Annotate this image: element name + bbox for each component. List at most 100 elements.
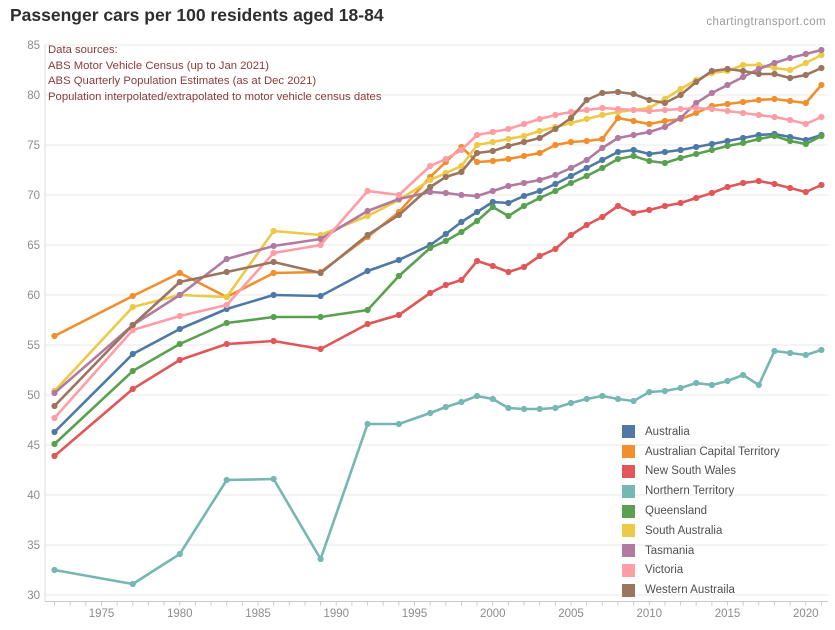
data-point[interactable] <box>317 555 324 563</box>
data-point[interactable] <box>583 137 590 145</box>
data-point[interactable] <box>427 183 434 191</box>
data-point[interactable] <box>818 64 825 72</box>
data-point[interactable] <box>474 208 481 216</box>
data-point[interactable] <box>552 404 559 412</box>
data-point[interactable] <box>802 99 809 107</box>
data-point[interactable] <box>646 150 653 158</box>
data-point[interactable] <box>176 312 183 320</box>
data-point[interactable] <box>740 67 747 75</box>
data-point[interactable] <box>489 198 496 206</box>
data-point[interactable] <box>787 137 794 145</box>
data-point[interactable] <box>646 128 653 136</box>
data-point[interactable] <box>677 199 684 207</box>
data-point[interactable] <box>802 351 809 359</box>
data-point[interactable] <box>489 138 496 146</box>
data-point[interactable] <box>442 230 449 238</box>
data-point[interactable] <box>317 269 324 277</box>
data-point[interactable] <box>802 188 809 196</box>
data-point[interactable] <box>599 156 606 164</box>
data-point[interactable] <box>693 150 700 158</box>
data-point[interactable] <box>176 325 183 333</box>
data-point[interactable] <box>317 313 324 321</box>
data-point[interactable] <box>270 337 277 345</box>
data-point[interactable] <box>442 189 449 197</box>
data-point[interactable] <box>505 199 512 207</box>
data-point[interactable] <box>474 257 481 265</box>
data-point[interactable] <box>489 147 496 155</box>
data-point[interactable] <box>693 143 700 151</box>
data-point[interactable] <box>614 134 622 142</box>
data-point[interactable] <box>458 398 465 406</box>
data-point[interactable] <box>489 203 496 211</box>
data-point[interactable] <box>474 192 481 200</box>
data-point[interactable] <box>646 120 653 128</box>
data-point[interactable] <box>536 194 543 202</box>
data-point[interactable] <box>364 420 371 428</box>
data-point[interactable] <box>536 252 543 260</box>
data-point[interactable] <box>661 99 669 107</box>
data-point[interactable] <box>677 146 684 154</box>
data-point[interactable] <box>442 155 449 163</box>
data-point[interactable] <box>740 371 747 379</box>
data-point[interactable] <box>51 452 58 460</box>
data-point[interactable] <box>489 187 496 195</box>
data-point[interactable] <box>693 194 700 202</box>
data-point[interactable] <box>458 276 465 284</box>
data-point[interactable] <box>505 125 512 133</box>
data-point[interactable] <box>567 179 575 187</box>
data-point[interactable] <box>677 154 684 162</box>
data-point[interactable] <box>567 399 575 407</box>
data-point[interactable] <box>427 188 434 196</box>
data-point[interactable] <box>567 138 575 146</box>
data-point[interactable] <box>395 191 402 199</box>
data-point[interactable] <box>599 111 606 119</box>
data-point[interactable] <box>129 580 136 588</box>
data-point[interactable] <box>474 217 481 225</box>
series-line-tasmania[interactable] <box>51 46 825 397</box>
data-point[interactable] <box>317 292 324 300</box>
data-point[interactable] <box>223 476 230 484</box>
data-point[interactable] <box>520 138 528 146</box>
data-point[interactable] <box>802 120 809 128</box>
data-point[interactable] <box>51 428 58 436</box>
data-point[interactable] <box>364 231 371 239</box>
data-point[interactable] <box>787 349 794 357</box>
data-point[interactable] <box>818 132 825 140</box>
data-point[interactable] <box>677 105 684 113</box>
data-point[interactable] <box>693 78 700 86</box>
legend-item-australian-capital-territory[interactable]: Australian Capital Territory <box>622 442 780 462</box>
data-point[interactable] <box>458 146 465 154</box>
data-point[interactable] <box>474 149 481 157</box>
data-point[interactable] <box>661 106 669 114</box>
series-line-western-austraila[interactable] <box>51 64 825 410</box>
data-point[interactable] <box>693 109 700 117</box>
data-point[interactable] <box>505 212 512 220</box>
data-point[interactable] <box>567 119 575 127</box>
data-point[interactable] <box>661 202 669 210</box>
data-point[interactable] <box>223 301 230 309</box>
data-point[interactable] <box>552 111 559 119</box>
data-point[interactable] <box>724 142 731 150</box>
data-point[interactable] <box>536 176 543 184</box>
data-point[interactable] <box>677 384 684 392</box>
data-point[interactable] <box>176 269 183 277</box>
data-point[interactable] <box>583 221 590 229</box>
data-point[interactable] <box>129 292 136 300</box>
data-point[interactable] <box>724 183 731 191</box>
data-point[interactable] <box>51 440 58 448</box>
data-point[interactable] <box>630 146 637 154</box>
data-point[interactable] <box>567 108 575 116</box>
data-point[interactable] <box>51 566 58 574</box>
data-point[interactable] <box>536 127 543 135</box>
data-point[interactable] <box>364 267 371 275</box>
data-point[interactable] <box>724 65 731 73</box>
data-point[interactable] <box>771 95 778 103</box>
data-point[interactable] <box>364 207 371 215</box>
data-point[interactable] <box>129 385 136 393</box>
data-point[interactable] <box>552 141 559 149</box>
data-point[interactable] <box>442 281 449 289</box>
data-point[interactable] <box>771 180 778 188</box>
data-point[interactable] <box>51 389 58 397</box>
data-point[interactable] <box>583 172 590 180</box>
data-point[interactable] <box>520 192 528 200</box>
